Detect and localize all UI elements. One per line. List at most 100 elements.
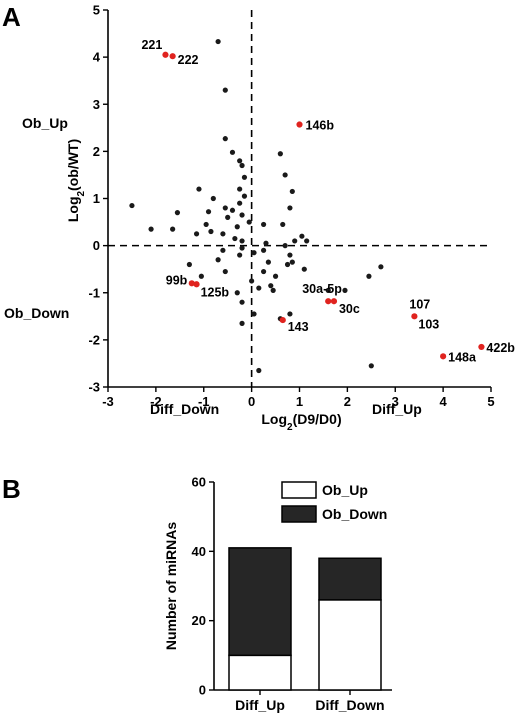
- scatter-y-tick-label: -1: [88, 285, 100, 300]
- scatter-y-tick-label: 2: [93, 144, 100, 159]
- scatter-highlight-point: [188, 280, 195, 287]
- scatter-point-label: 125b: [201, 285, 230, 299]
- scatter-point: [268, 283, 274, 289]
- scatter-x-tick-label: 1: [296, 394, 303, 409]
- scatter-point-label: 30a-5p: [302, 282, 342, 296]
- scatter-point: [260, 268, 267, 275]
- scatter-y-tick-label: -3: [88, 380, 100, 395]
- scatter-point: [301, 266, 307, 272]
- scatter-point: [289, 259, 295, 265]
- scatter-point-label: 221: [141, 38, 162, 52]
- scatter-point: [129, 202, 135, 209]
- scatter-x-tick-label: 2: [344, 394, 351, 409]
- scatter-point: [249, 278, 255, 284]
- scatter-y-tick-label: 4: [93, 50, 101, 65]
- scatter-point: [287, 205, 293, 211]
- scatter-point: [170, 226, 176, 232]
- scatter-point: [368, 363, 374, 369]
- scatter-point: [342, 287, 348, 293]
- scatter-highlight-point: [193, 281, 200, 288]
- scatter-point: [220, 231, 226, 237]
- scatter-point: [251, 311, 257, 317]
- bar-y-tick-label: 40: [192, 544, 206, 559]
- bar-y-tick-label: 0: [199, 683, 206, 698]
- bar-y-axis-title: Number of miRNAs: [163, 522, 179, 651]
- scatter-point-label: 99b: [166, 273, 188, 287]
- scatter-highlight-point: [279, 316, 286, 324]
- scatter-point: [270, 287, 276, 293]
- scatter-point: [239, 299, 245, 305]
- scatter-point: [186, 261, 192, 268]
- scatter-y-tick-label: 1: [93, 191, 100, 206]
- scatter-highlight-point: [169, 53, 176, 60]
- scatter-point: [265, 259, 271, 265]
- scatter-axes-group: -3 -2 -1 0 1 2 3 4 5 -3 -2 -1 0 1 2 3 4 5 Log2(D9/D0) Log2(…: [65, 3, 495, 433]
- scatter-point: [239, 162, 245, 169]
- scatter-x-axis-title: Log2(D9/D0): [261, 411, 341, 433]
- scatter-point: [237, 200, 243, 206]
- legend-label-ob-up: Ob_Up: [322, 482, 368, 498]
- scatter-highlight-point: [296, 121, 303, 128]
- scatter-point: [299, 233, 305, 239]
- panel-a-letter: A: [2, 2, 21, 32]
- scatter-point: [260, 247, 267, 253]
- legend-swatch-ob-down: [281, 505, 317, 523]
- scatter-point: [256, 367, 262, 374]
- scatter-point: [208, 228, 214, 235]
- bar-category-label: Diff_Down: [315, 697, 384, 713]
- scatter-point: [220, 247, 226, 253]
- scatter-point: [237, 252, 243, 258]
- legend-label-ob-down: Ob_Down: [322, 506, 387, 522]
- scatter-highlight-point: [478, 343, 485, 351]
- scatter-point: [196, 186, 202, 192]
- scatter-point: [239, 238, 245, 244]
- panel-b-letter: B: [2, 474, 21, 504]
- scatter-point-label: 30c: [339, 302, 360, 316]
- scatter-point: [263, 240, 269, 246]
- scatter-highlight-point: [162, 51, 169, 58]
- scatter-point: [287, 252, 293, 258]
- scatter-point: [282, 172, 288, 178]
- scatter-point-label: 107: [409, 297, 430, 311]
- scatter-y-tick-label: 3: [93, 97, 100, 112]
- scatter-point: [366, 273, 372, 279]
- scatter-point-label: 146b: [306, 119, 335, 133]
- scatter-x-tick-label: -3: [102, 394, 114, 409]
- scatter-point: [215, 38, 221, 45]
- scatter-point: [229, 149, 236, 155]
- scatter-point: [205, 209, 212, 215]
- scatter-point-label: 222: [178, 53, 199, 67]
- scatter-point: [222, 268, 228, 275]
- scatter-x-tick-label: 3: [392, 394, 399, 409]
- scatter-x-tick-label: -1: [198, 394, 210, 409]
- scatter-point-label: 148a: [448, 350, 477, 364]
- scatter-x-tick-label: 0: [248, 394, 255, 409]
- scatter-x-tick-label: 4: [440, 394, 448, 409]
- scatter-point: [148, 226, 154, 232]
- scatter-y-tick-label: -2: [88, 332, 100, 347]
- scatter-point: [215, 257, 221, 263]
- scatter-point: [239, 212, 245, 218]
- scatter-highlight-point: [325, 298, 332, 305]
- quadrant-label-diff-up: Diff_Up: [372, 401, 422, 417]
- scatter-point: [272, 273, 279, 279]
- scatter-point: [234, 290, 240, 296]
- quadrant-label-ob-down: Ob_Down: [4, 305, 69, 321]
- scatter-point: [292, 238, 298, 244]
- scatter-point: [203, 221, 209, 228]
- scatter-point: [193, 231, 200, 237]
- scatter-point: [304, 238, 310, 244]
- scatter-highlight-point: [440, 353, 447, 360]
- scatter-point: [232, 235, 238, 242]
- scatter-point: [241, 193, 248, 199]
- bar-category-label: Diff_Up: [235, 697, 285, 713]
- bar-segment-ob-up: [318, 599, 382, 691]
- scatter-highlight-point: [411, 313, 418, 320]
- scatter-y-tick-label: 5: [93, 3, 100, 18]
- scatter-point: [289, 188, 295, 195]
- scatter-point: [282, 243, 288, 249]
- bar-y-tick-label: 60: [192, 475, 206, 490]
- legend-swatch-ob-up: [281, 481, 317, 499]
- scatter-point: [284, 261, 291, 268]
